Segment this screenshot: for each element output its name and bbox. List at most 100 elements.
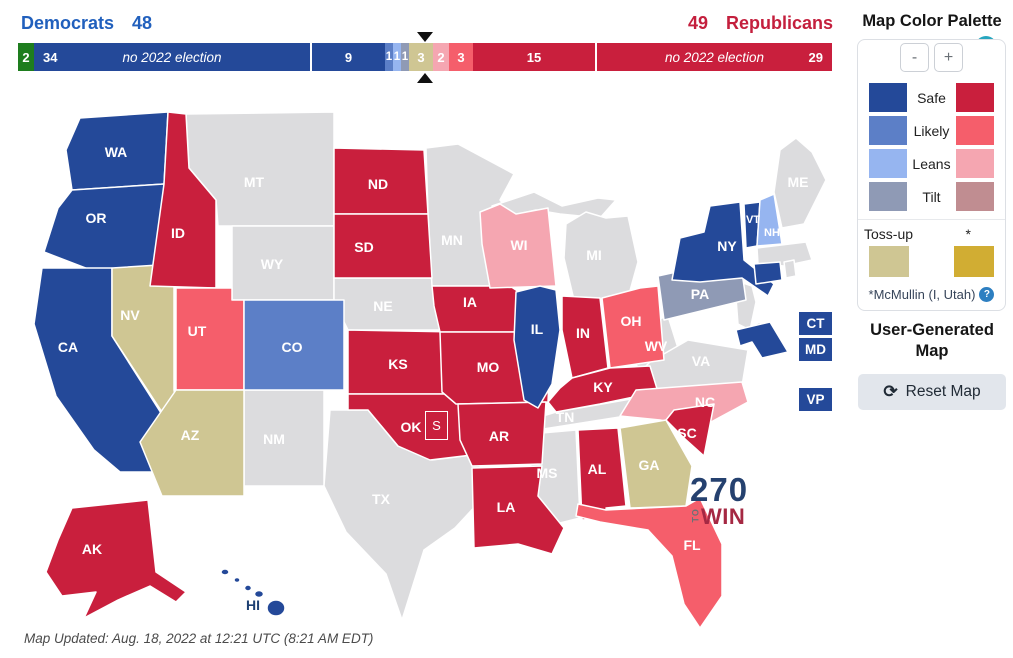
state-al[interactable] [577,427,627,521]
state-il[interactable] [513,285,561,409]
state-nd[interactable] [333,147,429,215]
state-az[interactable] [139,389,245,497]
bar-segment-independent: 2 [18,43,34,71]
palette-minus-button[interactable]: - [900,43,929,72]
bar-segment-rep-leans: 2 [433,43,449,71]
oklahoma-special-election-box[interactable]: S [425,411,448,440]
state-hi[interactable] [233,576,241,584]
logo-win: WIN [701,504,746,530]
mcmullin-swatch [954,246,994,277]
palette-card: - + Safe Likely Leans Tilt [857,39,1006,311]
legend-row-tilt: Tilt [858,180,1005,213]
bar-segment-rep-likely: 3 [449,43,473,71]
logo-270: 270 [690,471,749,508]
state-ma[interactable] [756,241,813,267]
legend-row-safe: Safe [858,81,1005,114]
state-hi[interactable] [220,568,230,576]
bar-segment-tossup: 3 [409,43,433,71]
state-ne[interactable] [333,277,447,331]
state-in[interactable] [561,295,609,379]
state-ut[interactable] [175,287,245,391]
tossup-label: Toss-up [864,226,914,242]
state-box-ct[interactable]: CT [799,312,832,335]
state-ak[interactable] [45,499,187,619]
safe-dem-swatch [869,83,907,112]
state-shapes [33,111,827,629]
republicans-header: 49 Republicans [688,13,833,34]
state-ct[interactable] [753,261,783,285]
state-nc[interactable] [619,381,749,429]
state-or[interactable] [43,183,165,273]
state-ny[interactable] [671,201,775,297]
tossup-header: Toss-up * [858,219,1005,242]
seat-bar: 2 no 2022 election 34 9 1 1 1 3 2 3 15 n… [18,43,832,71]
bar-segment-rep-safe: 15 [473,43,595,71]
state-ky[interactable] [547,365,659,413]
tilt-rep-swatch [956,182,994,211]
footnote-help-icon[interactable]: ? [979,287,995,302]
state-hi[interactable] [266,599,286,617]
tossup-marker-down-icon [417,32,433,42]
state-ri[interactable] [783,259,797,279]
state-la[interactable] [471,465,565,555]
state-box-md[interactable]: MD [799,338,832,361]
bar-segment-dem-safe: 9 [312,43,385,71]
democrats-count: 48 [132,13,153,33]
state-label-hi: HI [246,597,260,613]
rep-no-election-note: no 2022 election [664,49,765,65]
state-mi[interactable] [563,211,639,301]
state-ar[interactable] [457,401,547,467]
state-wi[interactable] [479,203,557,289]
reset-map-button[interactable]: ⟳ Reset Map [858,374,1006,410]
state-oh[interactable] [601,285,665,369]
bar-segment-dem-not-up: no 2022 election 34 [34,43,310,71]
state-ia[interactable] [431,285,529,333]
bar-segment-rep-not-up: no 2022 election 29 [597,43,832,71]
state-hi[interactable] [253,589,265,599]
dem-no-election-note: no 2022 election [122,49,222,65]
state-id[interactable] [149,111,217,289]
state-md[interactable] [735,321,789,359]
state-wa[interactable] [65,111,169,191]
likely-dem-swatch [869,116,907,145]
reset-icon: ⟳ [883,382,898,401]
safe-rep-swatch [956,83,994,112]
state-nh[interactable] [756,193,783,247]
palette-title: Map Color Palette [862,12,1002,30]
logo-to: TO [690,508,701,523]
leans-rep-swatch [956,149,994,178]
republicans-label: Republicans [725,13,833,33]
map-updated-text: Map Updated: Aug. 18, 2022 at 12:21 UTC … [24,631,374,646]
state-hi[interactable] [243,584,253,592]
bar-segment-dem-leans: 1 [393,43,401,71]
democrats-header: Democrats 48 [21,13,152,34]
state-ga[interactable] [619,419,693,509]
user-generated-map-title: User-Generated Map [870,321,994,360]
state-wy[interactable] [231,225,335,301]
state-box-vp[interactable]: VP [799,388,832,411]
democrats-label: Democrats [21,13,115,33]
leans-dem-swatch [869,149,907,178]
palette-plus-button[interactable]: + [934,43,963,72]
bar-segment-dem-likely: 1 [385,43,393,71]
270towin-logo: 270 TO WIN [690,471,749,530]
state-fl[interactable] [575,497,723,629]
bar-divider [595,43,597,71]
likely-rep-swatch [956,116,994,145]
state-me[interactable] [773,137,827,229]
bar-segment-dem-tilt: 1 [401,43,409,71]
state-sc[interactable] [665,403,715,457]
tilt-dem-swatch [869,182,907,211]
tossup-marker-up-icon [417,73,433,83]
legend-row-leans: Leans [858,147,1005,180]
state-nm[interactable] [243,389,325,487]
state-sd[interactable] [333,213,433,279]
republicans-count: 49 [687,13,708,33]
tossup-swatch [869,246,909,277]
bar-divider [310,43,312,71]
mcmullin-footnote: *McMullin (I, Utah) ? [858,287,1005,302]
legend-row-likely: Likely [858,114,1005,147]
state-co[interactable] [243,299,345,391]
mcmullin-star: * [965,226,971,242]
